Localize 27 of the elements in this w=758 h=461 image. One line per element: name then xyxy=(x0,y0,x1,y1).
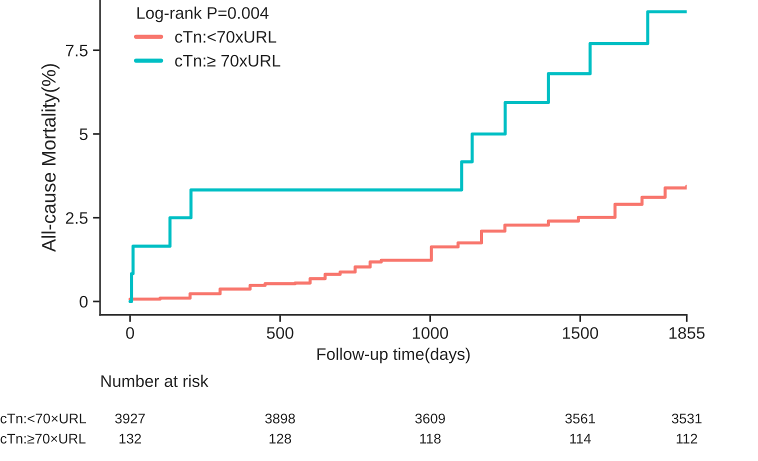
y-tick-label: 2.5 xyxy=(66,212,88,224)
text: 112 xyxy=(676,434,698,444)
y-tick-label: 7.5 xyxy=(66,44,88,56)
text: cTn:<70×URL xyxy=(0,414,86,424)
text: 114 xyxy=(570,434,591,444)
text: Number at risk xyxy=(101,374,208,388)
legend-title: Log-rank P=0.004 xyxy=(137,6,269,22)
text: 128 xyxy=(270,434,292,444)
x-tick-label: 1500 xyxy=(562,327,598,339)
x-tick-label: 1000 xyxy=(412,327,448,339)
x-axis-title: Follow-up time(days) xyxy=(317,348,470,364)
text: 118 xyxy=(420,434,441,444)
text: 3609 xyxy=(415,414,445,424)
legend-label: cTn:<70xURL xyxy=(175,30,276,43)
text: 132 xyxy=(120,434,141,444)
y-tick-label: 0 xyxy=(80,296,88,308)
text: 3927 xyxy=(115,414,145,424)
x-tick-label: 1855 xyxy=(669,327,705,339)
text: cTn:≥70×URL xyxy=(0,434,86,444)
x-tick-label: 500 xyxy=(266,327,294,339)
text: 3561 xyxy=(565,414,595,424)
y-axis-title: All-cause Mortality(%) xyxy=(41,64,60,252)
y-tick-label: 5 xyxy=(80,128,88,140)
x-tick-label: 0 xyxy=(126,327,134,339)
legend-label: cTn:≥ 70xURL xyxy=(175,54,280,67)
text: 3531 xyxy=(672,414,702,424)
text: 3898 xyxy=(265,414,295,424)
